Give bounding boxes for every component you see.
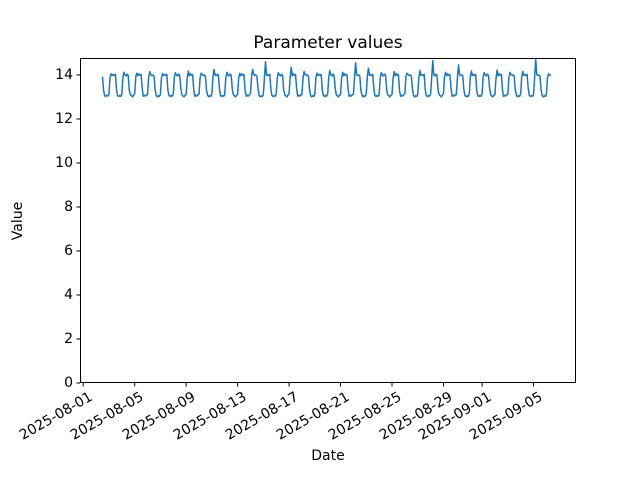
y-tick-label: 2 — [64, 330, 73, 347]
y-tick-label: 8 — [64, 198, 73, 215]
data-line — [101, 58, 552, 98]
y-tick-label: 6 — [64, 242, 73, 259]
y-tick-label: 14 — [55, 66, 73, 83]
y-tick-label: 0 — [64, 375, 73, 391]
y-tick-label: 10 — [55, 154, 73, 171]
y-tick-label: 4 — [64, 286, 73, 303]
x-axis-label: Date — [311, 448, 345, 464]
plot-area — [80, 58, 576, 383]
plot-canvas — [76, 58, 552, 387]
y-axis-label: Value — [10, 201, 26, 241]
y-tick-label: 12 — [55, 110, 73, 127]
chart-title: Parameter values — [253, 33, 403, 53]
